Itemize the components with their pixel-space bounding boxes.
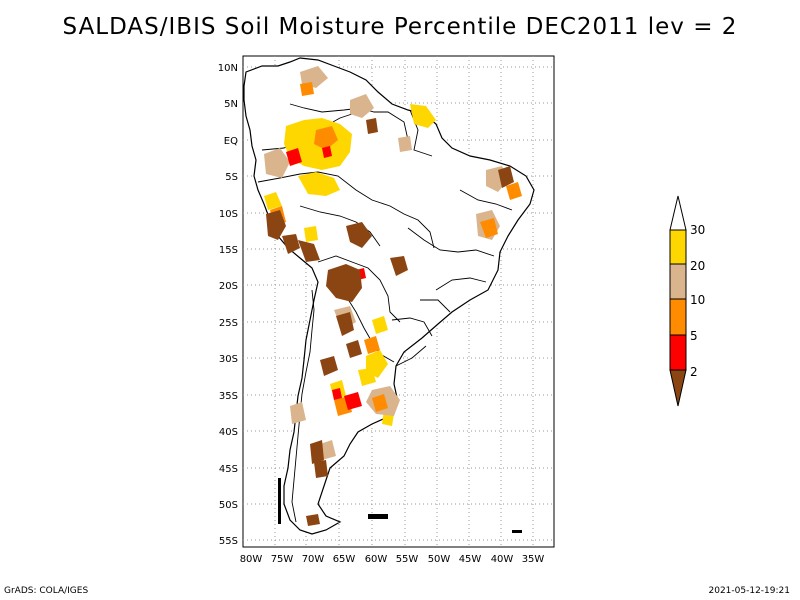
colorbar-segment-5-10 [669,298,687,336]
legend-label-30: 30 [690,223,705,237]
lat-tick-label: 35S [219,391,238,402]
lat-tick-label: 15S [219,245,238,256]
lat-tick-label: 25S [219,318,238,329]
lat-tick-label: 40S [219,427,238,438]
colorbar-segment-2-5 [669,334,687,371]
colorbar: 30 20 10 5 2 [669,195,705,407]
legend-label-2: 2 [690,365,698,379]
footer-credit: GrADS: COLA/IGES [4,586,89,596]
colorbar-top-triangle [669,195,687,231]
footer-timestamp: 2021-05-12-19:21 [708,586,791,596]
lon-tick-label: 35W [522,554,545,565]
lon-tick-label: 75W [271,554,294,565]
lon-tick-label: 55W [396,554,419,565]
colorbar-segment-10-20 [669,263,687,300]
legend-label-20: 20 [690,259,705,273]
map-frame [242,55,555,548]
lon-tick-label: 80W [240,554,263,565]
legend-label-10: 10 [690,293,705,307]
lat-tick-label: EQ [224,136,238,147]
lat-tick-label: 30S [219,354,238,365]
lat-tick-label: 10N [218,63,238,74]
lat-tick-label: 45S [219,464,238,475]
lon-tick-label: 40W [491,554,514,565]
lon-tick-label: 70W [302,554,325,565]
lon-tick-label: 45W [459,554,482,565]
lat-tick-label: 55S [219,536,238,547]
lat-tick-label: 5N [224,99,238,110]
islands [278,478,522,533]
lon-tick-label: 60W [365,554,388,565]
legend-label-5: 5 [690,329,698,343]
lon-tick-label: 50W [428,554,451,565]
colorbar-segment-20-30 [669,229,687,265]
lat-tick-label: 10S [219,209,238,220]
lat-tick-label: 50S [219,500,238,511]
lon-tick-label: 65W [333,554,356,565]
lat-tick-label: 20S [219,281,238,292]
lat-tick-label: 5S [225,172,238,183]
colorbar-bottom-triangle [669,369,687,407]
percentile-patches [264,66,522,526]
chart-title: SALDAS/IBIS Soil Moisture Percentile DEC… [62,14,738,40]
